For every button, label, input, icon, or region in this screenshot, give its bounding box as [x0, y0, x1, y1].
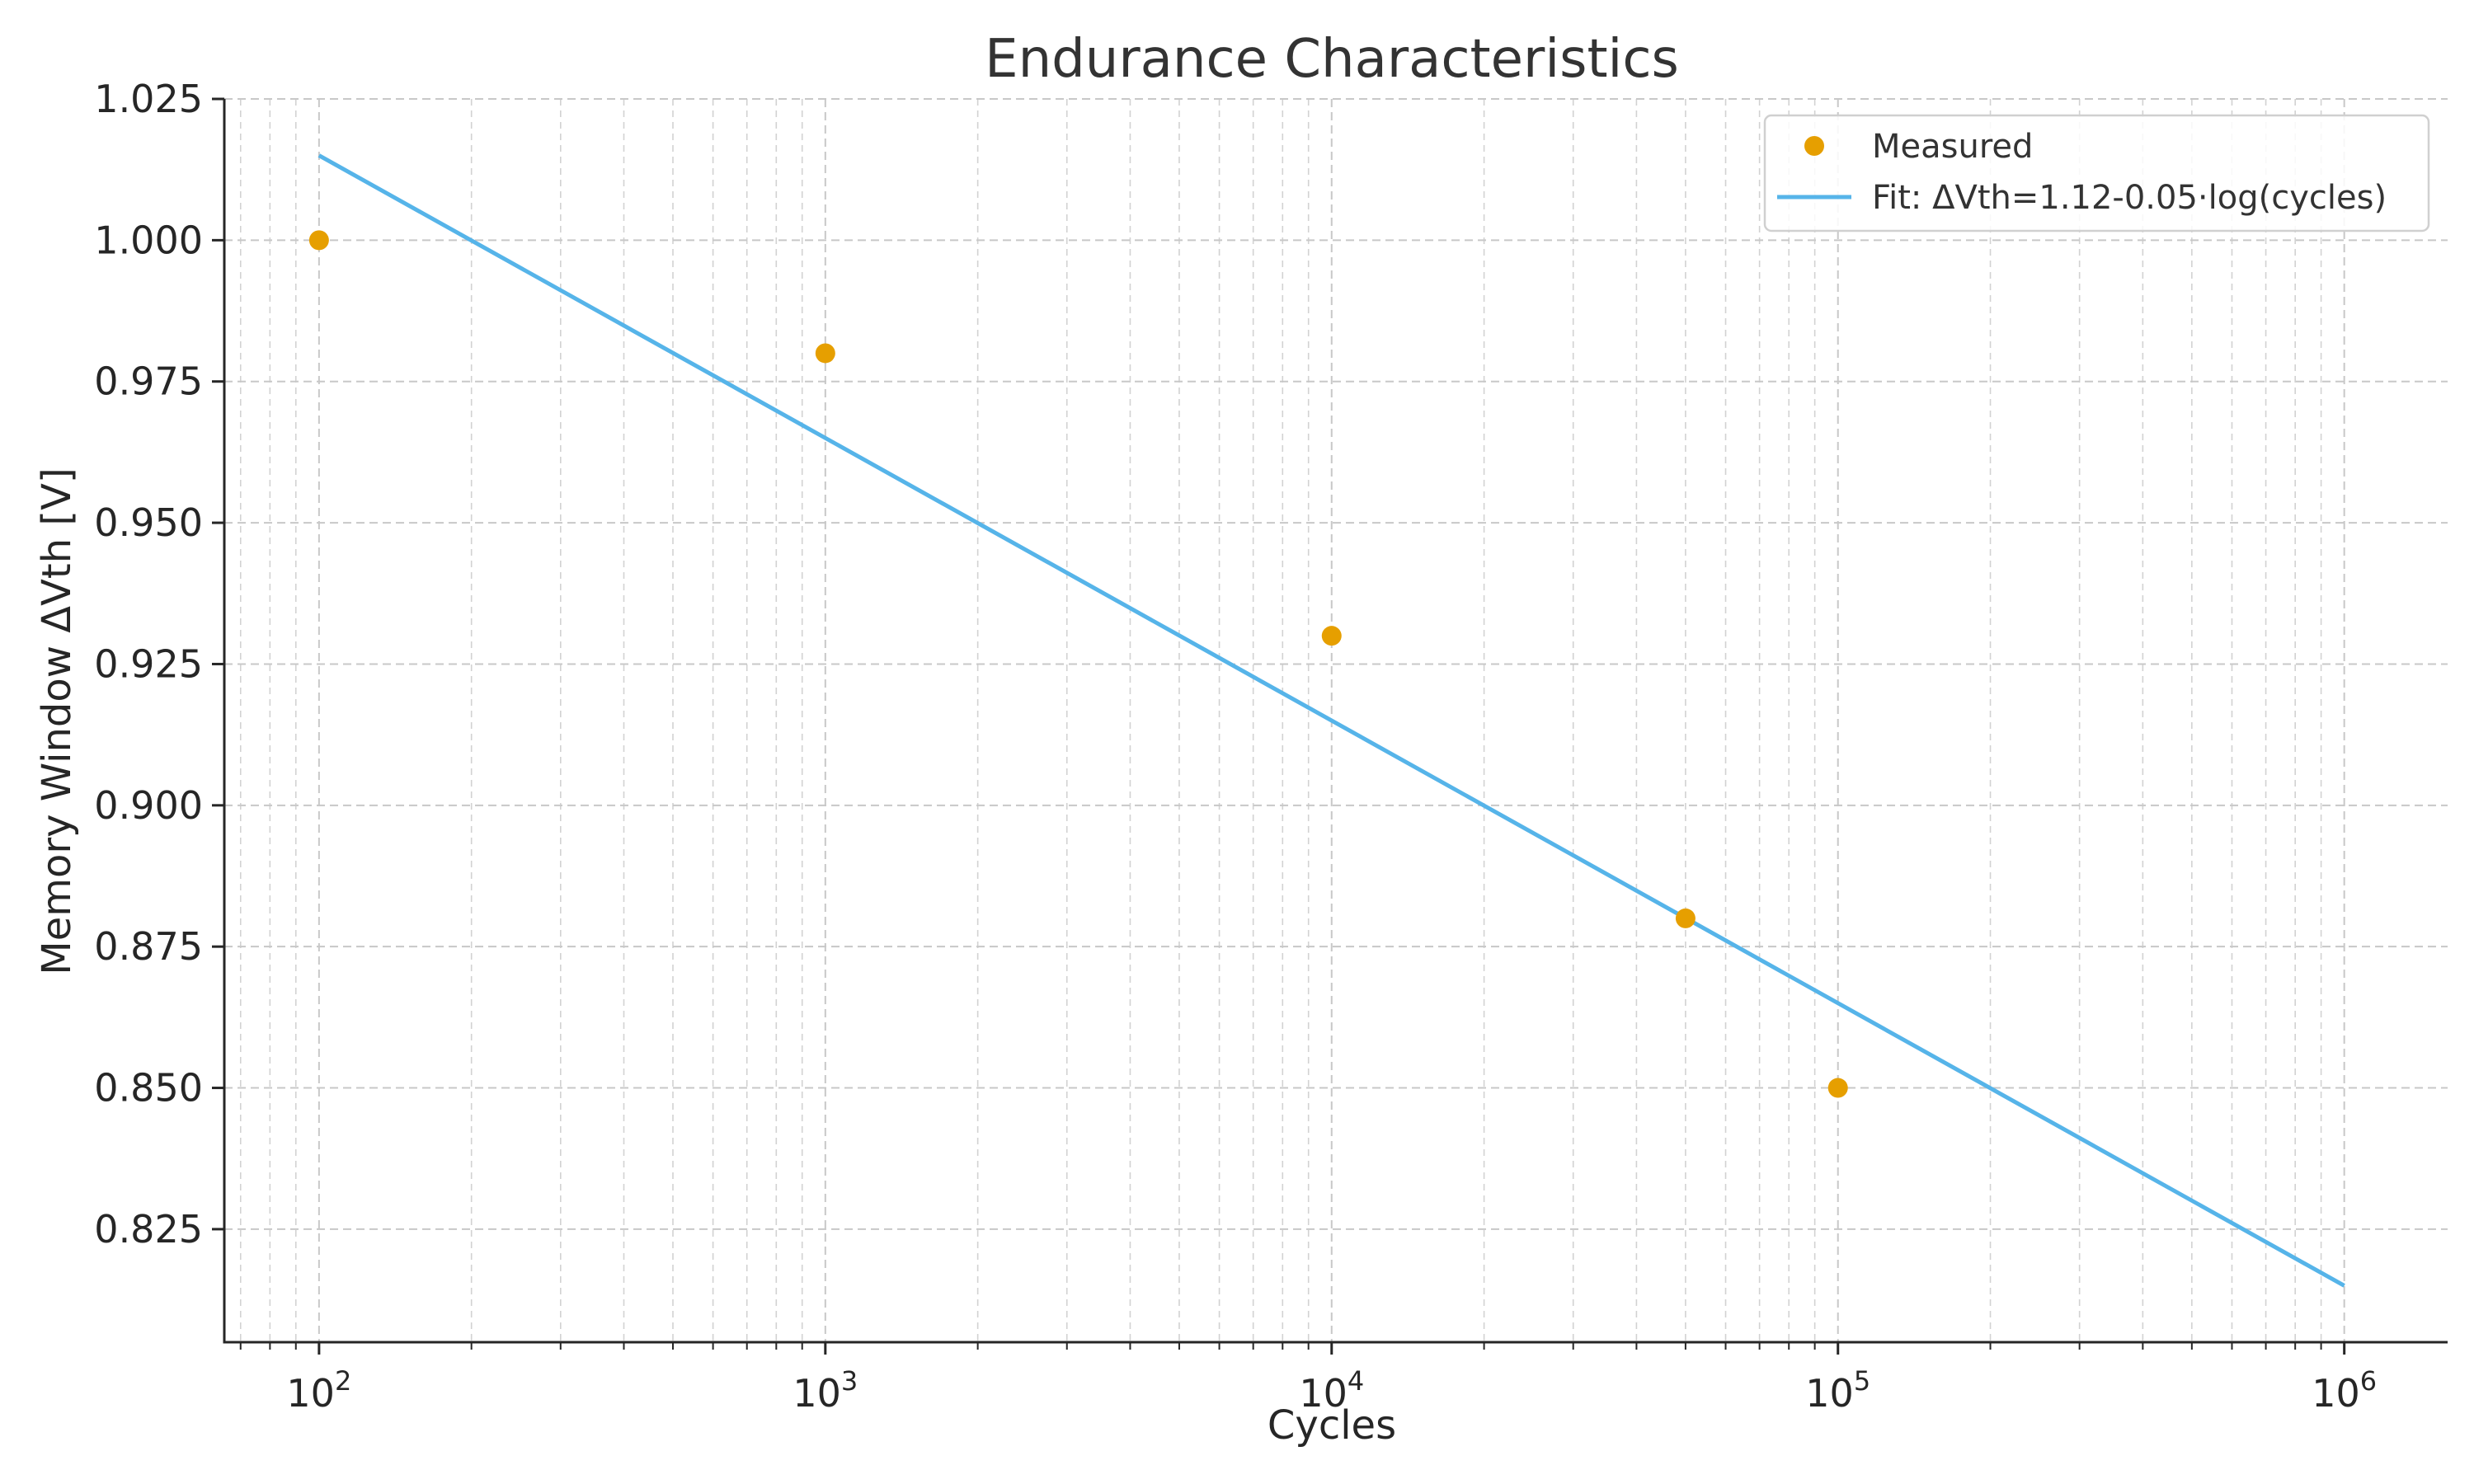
y-tick-label: 0.925	[94, 641, 203, 686]
legend-marker-measured	[1804, 136, 1824, 156]
legend-label-fit: Fit: ΔVth=1.12-0.05·log(cycles)	[1872, 179, 2387, 217]
y-tick-label: 1.000	[94, 218, 203, 262]
y-tick-label: 0.900	[94, 783, 203, 828]
legend: Measured Fit: ΔVth=1.12-0.05·log(cycles)	[1763, 114, 2430, 232]
labels: Endurance Characteristics Cycles Memory …	[34, 29, 1679, 1449]
x-tick-label: 105	[1805, 1365, 1870, 1416]
x-tick-label: 106	[2312, 1365, 2377, 1416]
data-point	[1321, 626, 1342, 646]
x-axis-label: Cycles	[1268, 1402, 1396, 1449]
y-tick-label: 0.975	[94, 359, 203, 404]
fit-line	[317, 153, 2345, 1288]
x-tick-label: 104	[1299, 1365, 1364, 1416]
legend-label-measured: Measured	[1872, 128, 2033, 166]
axes: 102 103 104 105 106 0.825 0.850 0.875 0.900 0.925…	[94, 77, 2448, 1416]
data-point	[815, 343, 835, 364]
series	[308, 153, 2345, 1288]
legend-frame	[1763, 114, 2430, 232]
y-axis-label: Memory Window ΔVth [V]	[34, 467, 80, 974]
y-tick-label: 1.025	[94, 77, 203, 121]
x-tick-label: 103	[793, 1365, 858, 1416]
y-tick-label: 0.850	[94, 1066, 203, 1111]
chart-title: Endurance Characteristics	[985, 29, 1679, 90]
x-tick-label: 102	[286, 1365, 351, 1416]
y-tick-label: 0.950	[94, 500, 203, 545]
y-tick-label: 0.825	[94, 1207, 203, 1252]
grid	[224, 98, 2448, 1342]
data-point	[1675, 908, 1696, 928]
y-tick-label: 0.875	[94, 924, 203, 969]
data-point	[1827, 1078, 1848, 1098]
data-point	[308, 230, 329, 251]
